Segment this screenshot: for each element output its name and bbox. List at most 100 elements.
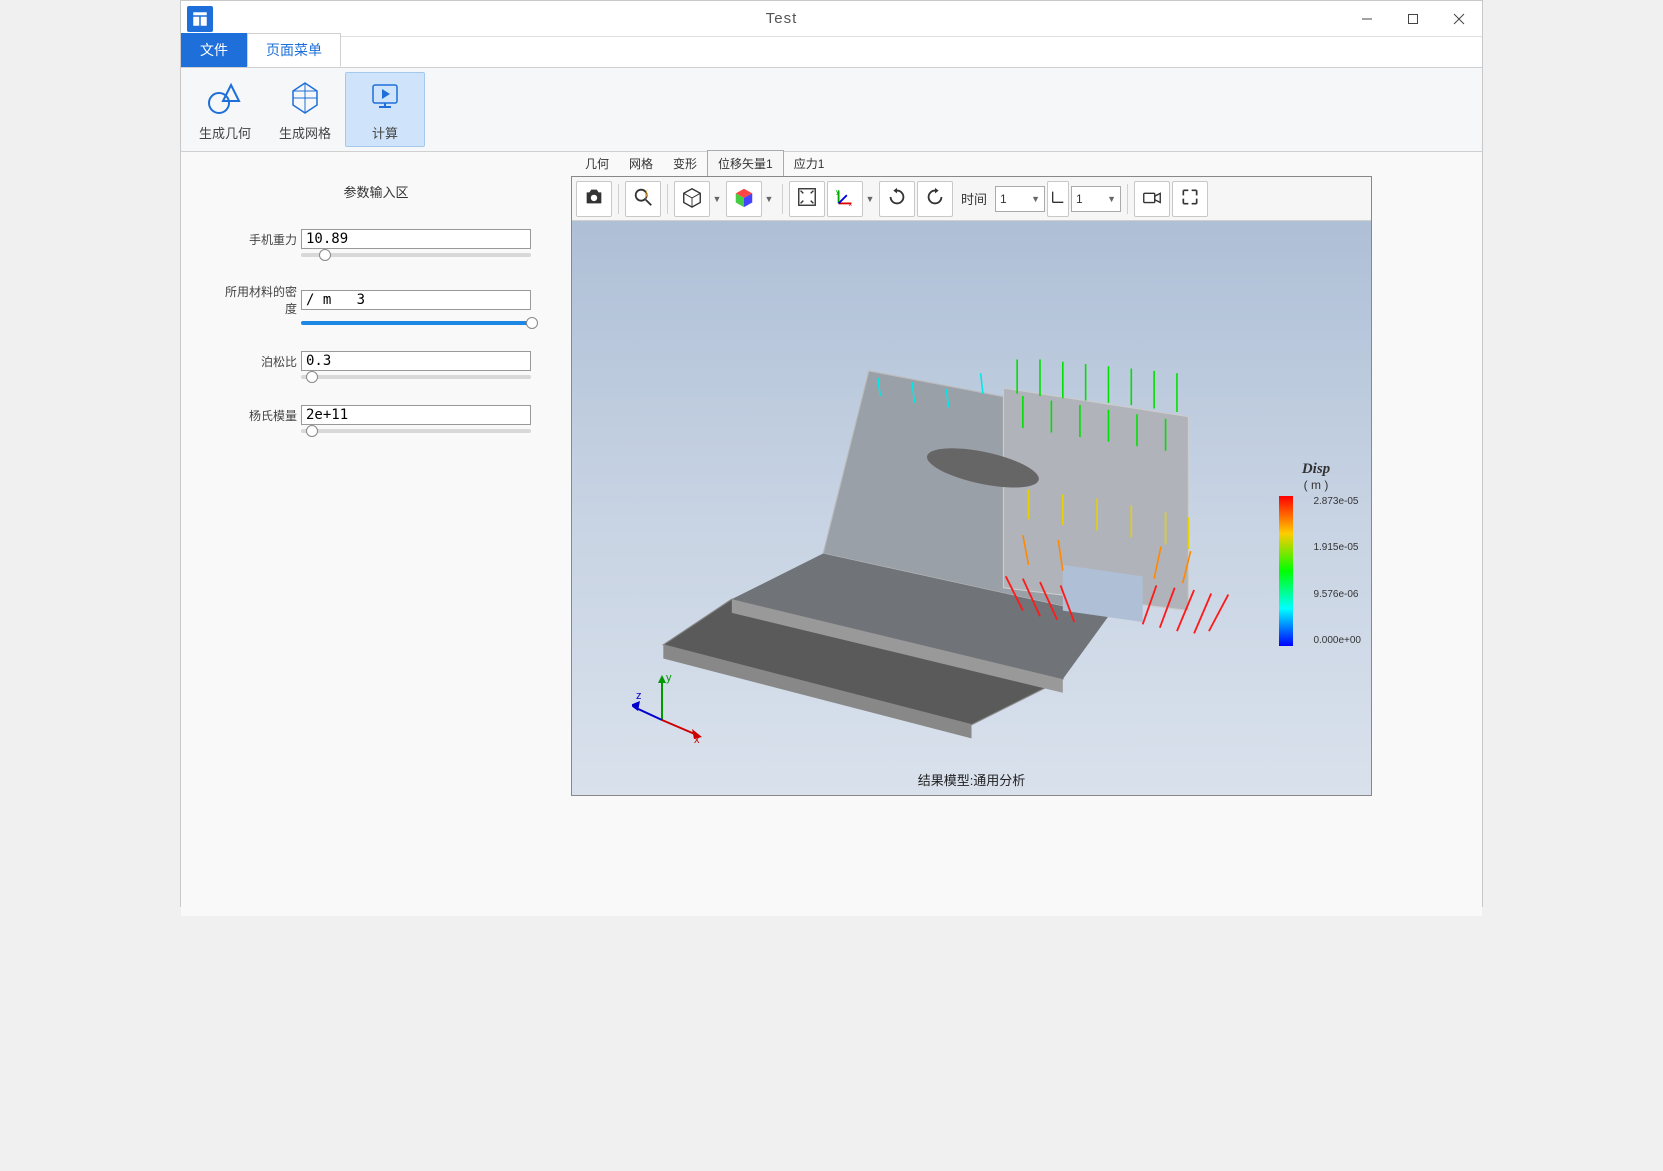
- camera-icon: [583, 186, 605, 211]
- chevron-down-icon: ▼: [1031, 194, 1040, 204]
- color-legend: Disp ( m ) 2.873e-05 1.915e-05 9.576e-06…: [1271, 461, 1361, 646]
- angle-button[interactable]: [1047, 181, 1069, 217]
- panel-title: 参数输入区: [221, 182, 531, 201]
- param-weight-slider[interactable]: [301, 253, 531, 259]
- legend-tick: 2.873e-05: [1313, 496, 1361, 507]
- param-poisson-label: 泊松比: [221, 353, 301, 370]
- gen-mesh-button[interactable]: 生成网格: [265, 72, 345, 147]
- time-label: 时间: [955, 189, 993, 208]
- tab-stress[interactable]: 应力1: [784, 151, 835, 176]
- param-weight-label: 手机重力: [221, 231, 301, 248]
- tab-file[interactable]: 文件: [181, 33, 247, 67]
- frame-select[interactable]: 1 ▼: [1071, 186, 1121, 212]
- legend-tick: 0.000e+00: [1313, 635, 1361, 646]
- expand-button[interactable]: [1172, 181, 1208, 217]
- param-poisson-row: 泊松比: [221, 351, 531, 371]
- separator: [1127, 184, 1128, 214]
- viewport-toolbar: ▼ ▼: [572, 177, 1371, 221]
- gen-geometry-label: 生成几何: [199, 123, 251, 142]
- separator: [782, 184, 783, 214]
- 3d-viewport[interactable]: y x z Disp ( m ): [572, 221, 1371, 795]
- tab-page-menu[interactable]: 页面菜单: [247, 33, 341, 67]
- rotate-ccw-icon: [886, 186, 908, 211]
- mesh-icon: [285, 77, 325, 117]
- cube-icon: [681, 186, 703, 211]
- svg-text:x: x: [694, 734, 700, 745]
- angle-icon: [1050, 189, 1066, 208]
- titlebar: Test: [181, 1, 1482, 37]
- app-icon: [187, 6, 213, 32]
- view-cube-dropdown[interactable]: ▼: [674, 181, 724, 217]
- screenshot-button[interactable]: [576, 181, 612, 217]
- legend-tick: 9.576e-06: [1313, 589, 1361, 600]
- svg-text:z: z: [636, 690, 642, 702]
- close-button[interactable]: [1436, 1, 1482, 37]
- chevron-down-icon: ▼: [1107, 194, 1116, 204]
- param-young-slider[interactable]: [301, 429, 531, 435]
- menu-tabs: 文件 页面菜单: [181, 37, 1482, 67]
- time-value: 1: [1000, 192, 1007, 206]
- param-poisson-input[interactable]: [301, 351, 531, 371]
- param-density-row: 所用材料的密度: [221, 283, 531, 317]
- tab-disp-vector[interactable]: 位移矢量1: [707, 150, 784, 177]
- param-density-slider[interactable]: [301, 321, 531, 327]
- geometry-icon: [205, 77, 245, 117]
- param-young-label: 杨氏模量: [221, 407, 301, 424]
- window-controls: [1344, 1, 1482, 37]
- rotate-cw-button[interactable]: [917, 181, 953, 217]
- color-cube-dropdown[interactable]: ▼: [726, 181, 776, 217]
- separator: [618, 184, 619, 214]
- compute-label: 计算: [372, 123, 398, 142]
- param-weight-row: 手机重力: [221, 229, 531, 249]
- tab-mesh[interactable]: 网格: [619, 151, 663, 176]
- camera-view-button[interactable]: [1134, 181, 1170, 217]
- param-young-input[interactable]: [301, 405, 531, 425]
- compute-button[interactable]: 计算: [345, 72, 425, 147]
- tab-geometry[interactable]: 几何: [575, 151, 619, 176]
- svg-text:y: y: [666, 672, 672, 684]
- view-tabs: 几何 网格 变形 位移矢量1 应力1: [571, 152, 1372, 176]
- rotate-ccw-button[interactable]: [879, 181, 915, 217]
- frame-value: 1: [1076, 192, 1083, 206]
- param-weight-input[interactable]: [301, 229, 531, 249]
- legend-tick: 1.915e-05: [1313, 542, 1361, 553]
- result-caption: 结果模型:通用分析: [918, 770, 1026, 789]
- separator: [667, 184, 668, 214]
- viewport-area: 几何 网格 变形 位移矢量1 应力1: [571, 152, 1482, 916]
- zoom-flash-icon: [632, 186, 654, 211]
- chevron-down-icon: ▼: [710, 194, 724, 204]
- fit-view-button[interactable]: [789, 181, 825, 217]
- gen-geometry-button[interactable]: 生成几何: [185, 72, 265, 147]
- parameter-panel: 参数输入区 手机重力 所用材料的密度 泊松比: [181, 152, 571, 916]
- axes-dropdown[interactable]: x y ▼: [827, 181, 877, 217]
- gen-mesh-label: 生成网格: [279, 123, 331, 142]
- ribbon: 生成几何 生成网格: [181, 67, 1482, 152]
- compute-icon: [365, 77, 405, 117]
- legend-title: Disp: [1271, 461, 1361, 478]
- zoom-flash-button[interactable]: [625, 181, 661, 217]
- param-poisson-slider[interactable]: [301, 375, 531, 381]
- chevron-down-icon: ▼: [762, 194, 776, 204]
- param-density-label: 所用材料的密度: [221, 283, 301, 317]
- time-select[interactable]: 1 ▼: [995, 186, 1045, 212]
- chevron-down-icon: ▼: [863, 194, 877, 204]
- color-cube-icon: [733, 186, 755, 211]
- viewport-frame: ▼ ▼: [571, 176, 1372, 796]
- param-young-row: 杨氏模量: [221, 405, 531, 425]
- maximize-button[interactable]: [1390, 1, 1436, 37]
- window-title: Test: [219, 10, 1344, 27]
- rotate-cw-icon: [924, 186, 946, 211]
- expand-icon: [1180, 187, 1200, 210]
- fit-icon: [796, 186, 818, 211]
- minimize-button[interactable]: [1344, 1, 1390, 37]
- application-window: Test 文件 页面菜单 生成几何: [180, 0, 1483, 907]
- legend-unit: ( m ): [1271, 478, 1361, 492]
- legend-bar: [1279, 496, 1293, 646]
- svg-text:x: x: [849, 201, 853, 208]
- video-camera-icon: [1141, 186, 1163, 211]
- orientation-triad: y x z: [632, 665, 712, 745]
- param-density-input[interactable]: [301, 290, 531, 310]
- content: 参数输入区 手机重力 所用材料的密度 泊松比: [181, 152, 1482, 916]
- tab-deform[interactable]: 变形: [663, 151, 707, 176]
- axes-icon: x y: [834, 186, 856, 211]
